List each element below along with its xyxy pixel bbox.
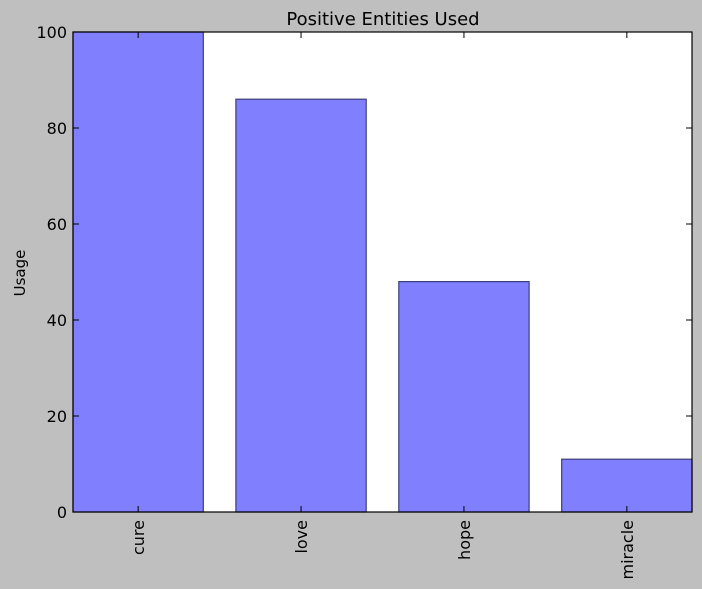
bar-miracle [561,458,693,513]
y-tick-label: 60 [47,215,67,234]
x-tick-label: cure [129,520,148,555]
x-axis: cure love hope miracle [129,32,637,580]
bar-hope [398,281,530,513]
bars [72,31,693,513]
x-tick-label: miracle [618,520,637,580]
y-axis-label: Usage [11,250,29,297]
bar-love [235,98,367,513]
y-tick-label: 40 [47,311,67,330]
chart-title: Positive Entities Used [286,9,479,30]
y-tick-label: 20 [47,407,67,426]
y-axis: 0 20 40 60 80 100 [36,23,692,522]
y-tick-label: 100 [36,23,67,42]
plot-frame [72,31,693,513]
y-tick-label: 80 [47,119,67,138]
x-tick-label: love [292,520,311,554]
x-tick-label: hope [455,520,474,560]
y-tick-label: 0 [57,503,67,522]
bar-cure [72,31,204,513]
